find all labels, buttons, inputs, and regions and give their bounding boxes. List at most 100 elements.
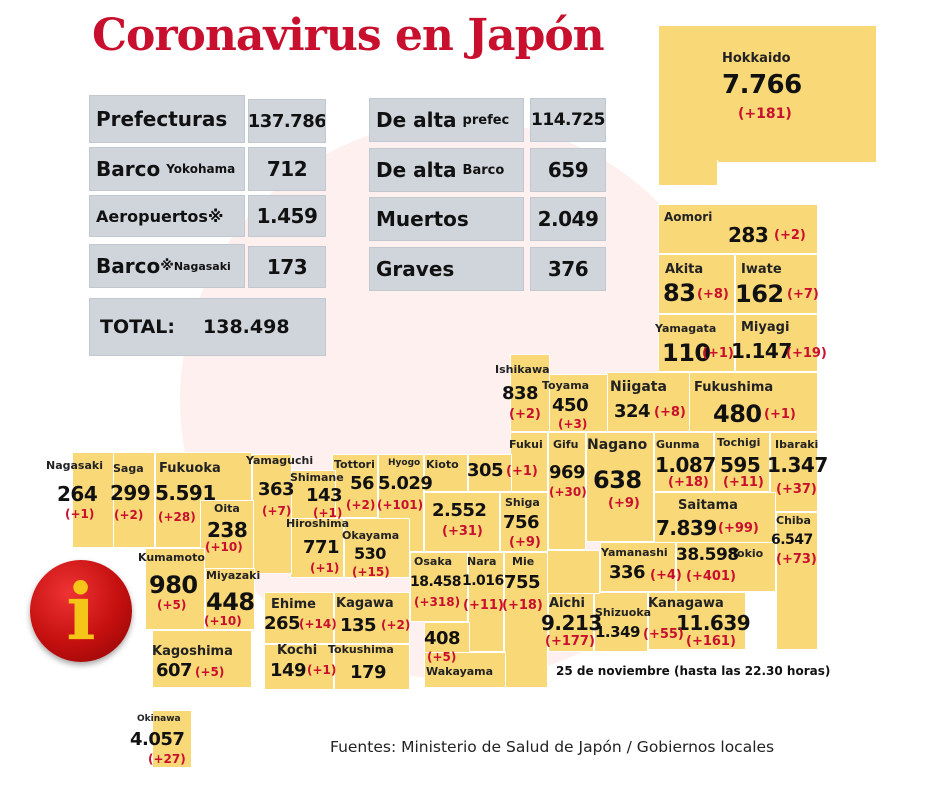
nagano-cases: 638 bbox=[593, 466, 642, 494]
cell-miyagi bbox=[735, 314, 818, 372]
summary-muertos-label: Muertos bbox=[369, 197, 524, 241]
shimane-delta: (+1) bbox=[313, 506, 343, 520]
akita-cases: 83 bbox=[663, 279, 696, 307]
ibaraki-name: Ibaraki bbox=[775, 438, 819, 451]
summary-barco-yokohama-sub: Yokohama bbox=[166, 162, 236, 176]
niigata-name: Niigata bbox=[610, 379, 667, 395]
info-icon[interactable]: i bbox=[30, 560, 132, 662]
cell-iwate bbox=[735, 254, 818, 314]
cell-fukushima bbox=[688, 372, 818, 432]
summary-aeropuertos-label: Aeropuertos※ bbox=[89, 195, 245, 237]
summary-de-alta-prefec-label: De alta prefec bbox=[369, 98, 524, 142]
shizuoka-delta: (+55) bbox=[643, 627, 684, 642]
oita-cases: 238 bbox=[207, 518, 248, 542]
kioto-delta: (+31) bbox=[442, 524, 483, 539]
summary-de-alta-prefec-sub: prefec bbox=[462, 112, 510, 128]
cell-shizuoka bbox=[594, 592, 648, 652]
summary-barco-yokohama-label: Barco Yokohama bbox=[89, 147, 245, 191]
fukui-delta: (+1) bbox=[506, 464, 538, 479]
saga-delta: (+2) bbox=[114, 508, 144, 522]
cell-ibaraki bbox=[770, 432, 818, 512]
shiga-delta: (+9) bbox=[509, 535, 541, 550]
cell-kagawa bbox=[334, 592, 410, 644]
cell-aichi-a bbox=[548, 592, 594, 652]
hokkaido-name: Hokkaido bbox=[722, 51, 791, 66]
saitama-name: Saitama bbox=[678, 498, 738, 513]
gifu-name: Gifu bbox=[553, 438, 579, 451]
nara-delta: (+11) bbox=[463, 598, 504, 613]
kumamoto-cases: 980 bbox=[149, 571, 198, 599]
tokio-delta: (+401) bbox=[686, 569, 736, 584]
ehime-delta: (+14) bbox=[299, 617, 337, 631]
aichi-cases: 9.213 bbox=[541, 611, 602, 635]
fukui-name: Fukui bbox=[509, 438, 543, 451]
yamaguchi-delta: (+7) bbox=[262, 504, 292, 518]
hokkaido-cases: 7.766 bbox=[722, 70, 802, 100]
cell-gunma bbox=[654, 432, 714, 492]
cell-fukui-b bbox=[468, 454, 512, 492]
cell-oita bbox=[200, 500, 254, 572]
cell-kanagawa bbox=[648, 592, 746, 650]
yamaguchi-cases: 363 bbox=[258, 479, 295, 500]
tottori-cases: 56 bbox=[350, 473, 375, 494]
cell-akita bbox=[658, 254, 735, 314]
cell-tokushima bbox=[334, 644, 410, 690]
summary-prefecturas-label-text: Prefecturas bbox=[96, 107, 228, 131]
tottori-delta: (+2) bbox=[346, 498, 376, 512]
cell-saga bbox=[112, 452, 155, 548]
cell-kagoshima bbox=[152, 630, 252, 688]
miyazaki-name: Miyazaki bbox=[206, 569, 261, 582]
okinawa-delta: (+27) bbox=[148, 752, 186, 766]
toyama-cases: 450 bbox=[552, 395, 589, 416]
cell-ishikawa bbox=[510, 354, 550, 432]
aichi-name: Aichi bbox=[549, 596, 585, 611]
saga-cases: 299 bbox=[110, 481, 151, 505]
iwate-name: Iwate bbox=[741, 262, 782, 277]
nagano-delta: (+9) bbox=[608, 496, 640, 511]
hiroshima-name: Hiroshima bbox=[286, 517, 349, 530]
summary-muertos-label-text: Muertos bbox=[376, 207, 469, 231]
nagasaki-name: Nagasaki bbox=[46, 459, 103, 472]
hyogo-delta: (+101) bbox=[377, 498, 424, 512]
summary-de-alta-barco-label: De alta Barco bbox=[369, 148, 524, 192]
summary-de-alta-barco-sub: Barco bbox=[462, 162, 505, 178]
miyagi-name: Miyagi bbox=[741, 320, 790, 335]
tochigi-name: Tochigi bbox=[717, 436, 761, 449]
cell-chiba bbox=[776, 512, 818, 650]
akita-delta: (+8) bbox=[697, 287, 729, 302]
cell-kochi bbox=[264, 644, 334, 690]
shimane-name: Shimane bbox=[290, 471, 344, 484]
cell-mie bbox=[504, 552, 548, 688]
summary-barco-nagasaki-mark: ※ bbox=[160, 258, 174, 274]
chiba-cases: 6.547 bbox=[771, 532, 813, 548]
fukui-cases: 305 bbox=[467, 460, 504, 481]
summary-prefecturas-label: Prefecturas bbox=[89, 95, 245, 143]
cell-kioto-b bbox=[424, 492, 500, 552]
cell-hokkaido bbox=[658, 25, 877, 163]
nagasaki-cases: 264 bbox=[57, 482, 98, 506]
kumamoto-delta: (+5) bbox=[157, 598, 187, 612]
mie-name: Mie bbox=[512, 555, 535, 568]
kioto-name: Kioto bbox=[426, 458, 459, 471]
kagawa-cases: 135 bbox=[340, 615, 377, 636]
tottori-name: Tottori bbox=[334, 458, 375, 471]
kagawa-delta: (+2) bbox=[381, 618, 411, 632]
fukushima-name: Fukushima bbox=[694, 380, 774, 395]
summary-aeropuertos-label-text: Aeropuertos※ bbox=[96, 206, 224, 226]
okinawa-cases: 4.057 bbox=[130, 729, 185, 750]
wakayama-delta: (+5) bbox=[427, 650, 457, 664]
aomori-cases: 283 bbox=[728, 223, 769, 247]
shizuoka-cases: 1.349 bbox=[595, 623, 640, 641]
cell-hiroshima bbox=[290, 518, 344, 578]
hokkaido-delta: (+181) bbox=[738, 106, 792, 122]
aichi-delta: (+177) bbox=[545, 634, 595, 649]
yamanashi-name: Yamanashi bbox=[601, 546, 668, 559]
saitama-delta: (+99) bbox=[718, 521, 759, 536]
kochi-name: Kochi bbox=[277, 643, 318, 658]
iwate-delta: (+7) bbox=[787, 287, 819, 302]
kumamoto-name: Kumamoto bbox=[138, 551, 205, 564]
hyogo-cases: 5.029 bbox=[378, 473, 433, 494]
ibaraki-delta: (+37) bbox=[776, 482, 817, 497]
page-title: Coronavirus en Japón bbox=[92, 10, 605, 61]
okayama-delta: (+15) bbox=[352, 565, 390, 579]
